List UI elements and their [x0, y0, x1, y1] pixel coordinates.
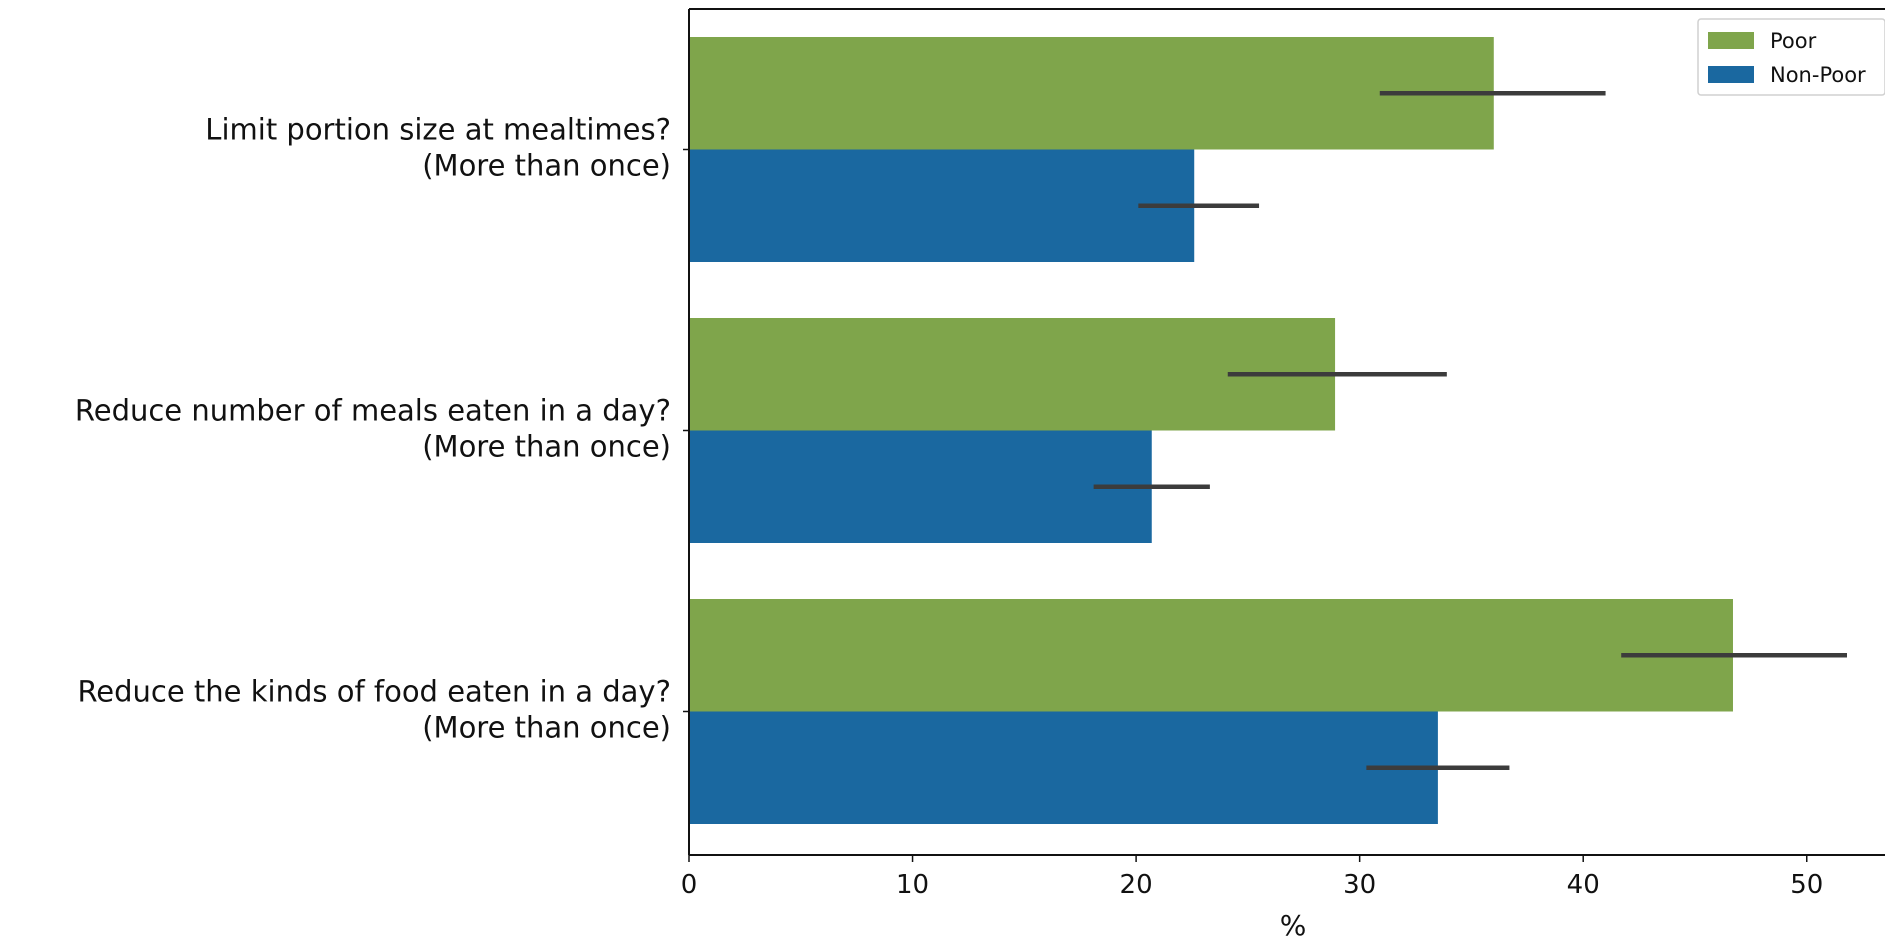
bar-poor [689, 599, 1733, 712]
category-label-line: (More than once) [422, 711, 671, 745]
category-label: Reduce number of meals eaten in a day? (M… [75, 394, 671, 464]
legend-swatch [1708, 32, 1754, 49]
x-tick-label: 50 [1790, 870, 1823, 900]
x-tick-label: 10 [896, 870, 929, 900]
category-label-line: (More than once) [422, 430, 671, 464]
legend-label: Poor [1770, 29, 1817, 53]
bar-poor [689, 318, 1336, 431]
bar-non-poor [689, 711, 1438, 824]
category-label: Reduce the kinds of food eaten in a day?… [77, 675, 671, 745]
category-label-line: Reduce number of meals eaten in a day? [75, 394, 671, 428]
category-label-line: Limit portion size at mealtimes? [205, 113, 671, 147]
x-axis-title: % [1280, 909, 1307, 937]
category-label: Limit portion size at mealtimes? (More th… [205, 113, 671, 183]
x-tick-label: 30 [1343, 870, 1376, 900]
x-tick-label: 20 [1120, 870, 1153, 900]
bar-non-poor [689, 149, 1195, 262]
axes: Limit portion size at mealtimes? (More th… [75, 8, 1885, 937]
category-label-line: Reduce the kinds of food eaten in a day? [77, 675, 671, 709]
legend-label: Non-Poor [1770, 63, 1866, 87]
x-tick-label: 40 [1567, 870, 1600, 900]
bar-non-poor [689, 430, 1152, 543]
category-label-line: (More than once) [422, 149, 671, 183]
x-tick-label: 0 [681, 870, 698, 900]
bar-poor [689, 37, 1494, 150]
plot-area [689, 37, 1847, 824]
legend-swatch [1708, 66, 1754, 83]
legend: Poor Non-Poor [1697, 18, 1885, 96]
